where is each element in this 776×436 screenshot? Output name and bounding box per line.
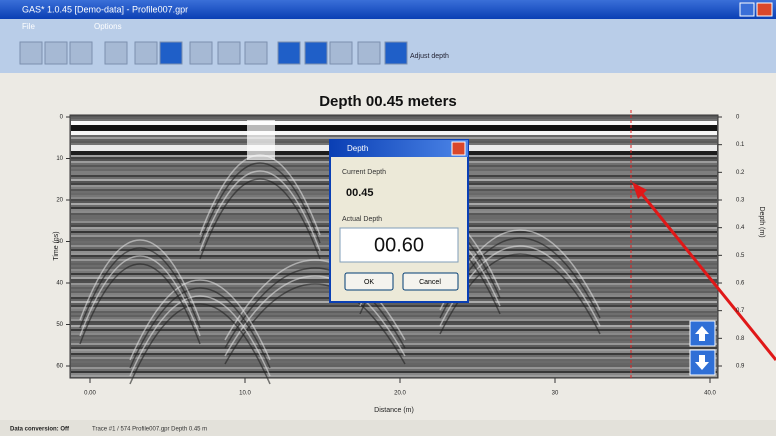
tool-button[interactable]: [160, 42, 182, 64]
right-axis-label: Depth (m): [758, 206, 765, 237]
plot-title: Depth 00.45 meters: [319, 93, 457, 110]
right-tick-label: 0.5: [736, 253, 745, 259]
tool-button[interactable]: [20, 42, 42, 64]
bottom-tick-label: 20.0: [394, 391, 406, 397]
left-tick-label: 0: [60, 115, 64, 121]
bottom-tick-label: 40.0: [704, 391, 716, 397]
current-depth-value: 00.45: [346, 187, 374, 199]
right-tick-label: 0.4: [736, 225, 745, 231]
tool-button[interactable]: [218, 42, 240, 64]
right-tick-label: 0: [736, 115, 740, 121]
right-tick-label: 0.3: [736, 198, 745, 204]
current-depth-label: Current Depth: [342, 169, 386, 176]
right-tick-label: 0.7: [736, 308, 745, 314]
minimize-button[interactable]: [740, 3, 754, 16]
left-axis-label: Time (ns): [53, 231, 60, 260]
close-button[interactable]: [757, 3, 772, 16]
bottom-tick-label: 30: [552, 391, 559, 397]
left-tick-label: 20: [56, 198, 63, 204]
ok-label: OK: [364, 279, 374, 286]
screen: GAS* 1.0.45 [Demo-data] - Profile007.gpr…: [0, 0, 776, 436]
window-title: GAS* 1.0.45 [Demo-data] - Profile007.gpr: [22, 4, 188, 14]
tool-button[interactable]: [135, 42, 157, 64]
toolbar-label: Adjust depth: [410, 53, 449, 60]
left-tick-label: 60: [56, 364, 63, 370]
left-tick-label: 40: [56, 281, 63, 287]
page: GPR depth calibration {"window":{"title"…: [0, 0, 776, 436]
right-tick-label: 0.9: [736, 364, 745, 370]
tool-button[interactable]: [45, 42, 67, 64]
bottom-tick-label: 0.00: [84, 391, 96, 397]
body: GAS* 1.0.45 [Demo-data] - Profile007.gpr…: [0, 0, 776, 436]
left-tick-label: 50: [56, 322, 63, 328]
right-tick-label: 0.2: [736, 170, 745, 176]
menu-item[interactable]: File: [22, 22, 35, 31]
actual-depth-label: Actual Depth: [342, 216, 382, 223]
tool-button[interactable]: [305, 42, 327, 64]
right-tick-label: 0.1: [736, 142, 745, 148]
tool-button[interactable]: [105, 42, 127, 64]
right-tick-label: 0.8: [736, 336, 745, 342]
bottom-tick-label: 10.0: [239, 391, 251, 397]
dialog-title: Depth: [347, 144, 368, 153]
left-tick-label: 10: [56, 156, 63, 162]
tool-button[interactable]: [190, 42, 212, 64]
tool-button[interactable]: [358, 42, 380, 64]
right-tick-label: 0.6: [736, 281, 745, 287]
tool-button[interactable]: [385, 42, 407, 64]
tool-button[interactable]: [278, 42, 300, 64]
menu-item[interactable]: Options: [94, 22, 122, 31]
status-text: Trace #1 / 574 Profile007.gpr Depth 0.45…: [92, 427, 207, 433]
reflector: [247, 120, 275, 160]
tool-button[interactable]: [245, 42, 267, 64]
dialog-close-button[interactable]: [452, 142, 465, 155]
actual-depth-value: 00.60: [374, 234, 424, 256]
bottom-axis-label: Distance (m): [374, 407, 414, 414]
cancel-label: Cancel: [419, 279, 441, 286]
tool-button[interactable]: [330, 42, 352, 64]
tool-button[interactable]: [70, 42, 92, 64]
status-label: Data conversion: Off: [10, 427, 70, 433]
